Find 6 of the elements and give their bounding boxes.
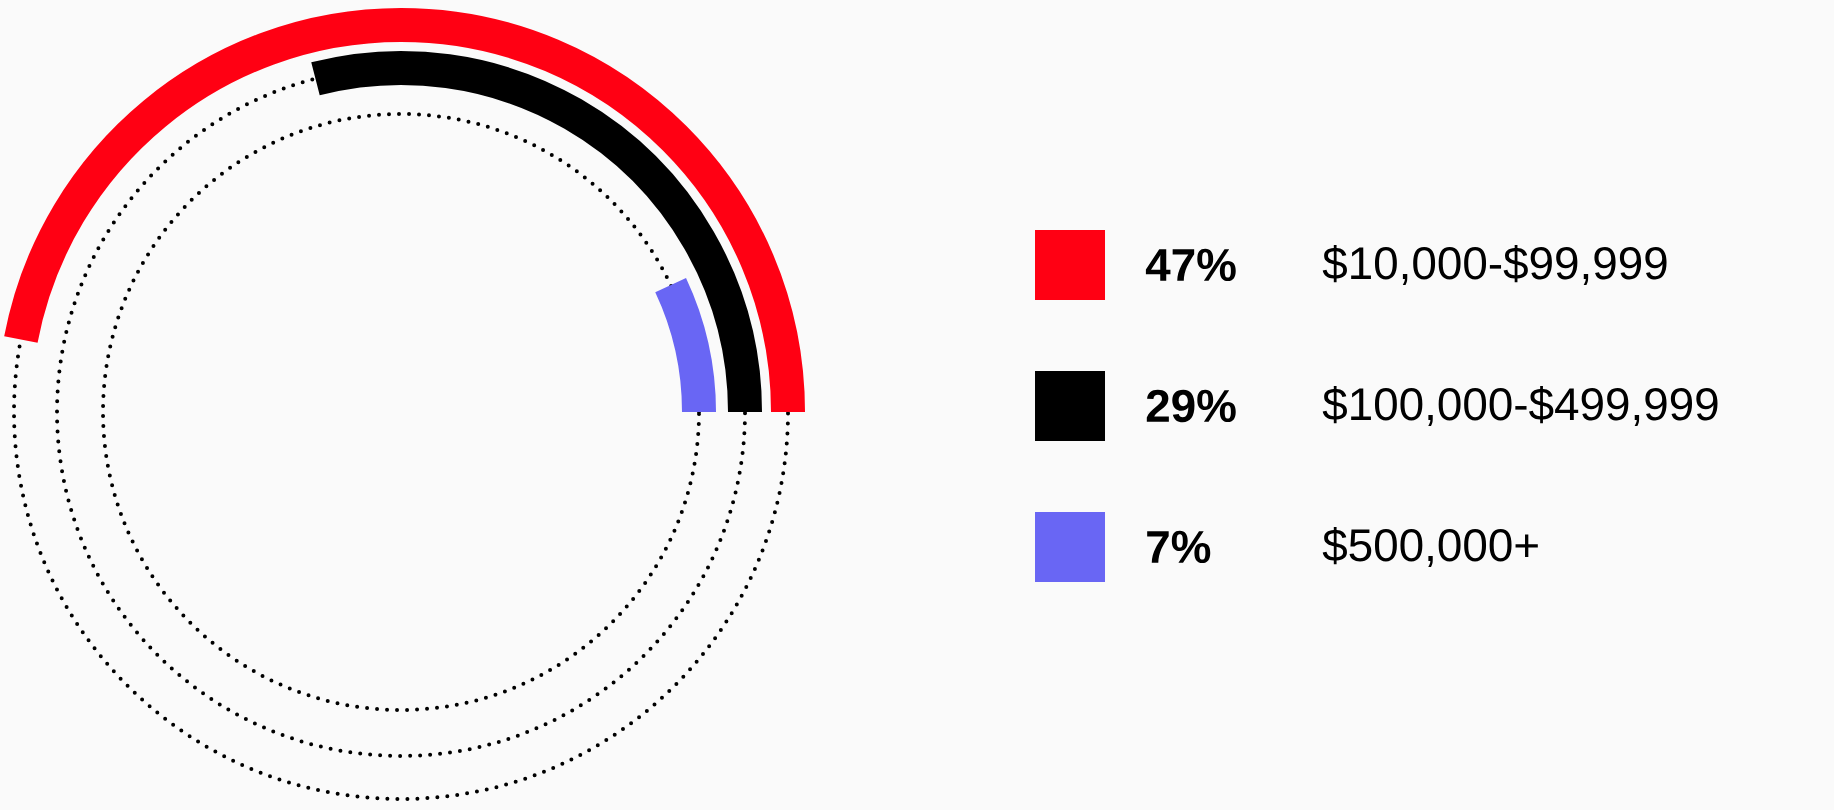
- category-label: $100,000-$499,999: [1322, 386, 1718, 426]
- data-label: 29%: [1146, 389, 1236, 423]
- data-label: 47%: [1145, 248, 1236, 282]
- category-label: $10,000-$99,999: [1322, 245, 1667, 285]
- data-label: 7%: [1147, 530, 1211, 564]
- category-label: $500,000+: [1322, 527, 1538, 567]
